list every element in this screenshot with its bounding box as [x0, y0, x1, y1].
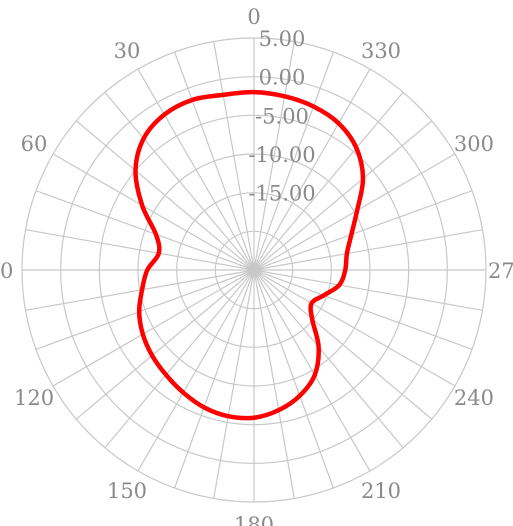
- grid-spoke: [253, 229, 483, 271]
- polar-grid: [21, 37, 487, 503]
- grid-spoke: [35, 190, 255, 271]
- grid-spoke: [25, 229, 255, 271]
- angle-tick-label: 270: [488, 259, 513, 283]
- grid-spoke: [75, 120, 255, 271]
- grid-spoke: [253, 91, 404, 271]
- angle-tick-label: 30: [114, 39, 141, 63]
- grid-spoke: [253, 269, 371, 472]
- angle-tick-label: 210: [361, 479, 401, 503]
- angle-tick-label: 90: [0, 259, 13, 283]
- grid-spoke: [253, 41, 295, 271]
- grid-spoke: [137, 269, 255, 472]
- grid-spoke: [52, 269, 255, 387]
- grid-spoke: [52, 153, 255, 271]
- grid-spoke: [253, 269, 433, 420]
- grid-spoke: [253, 51, 334, 271]
- grid-spoke: [253, 269, 483, 311]
- grid-spoke: [104, 269, 255, 449]
- radial-tick-labels: 5.00 0.00 -5.00 -10.00 -15.00: [248, 27, 315, 206]
- grid-spoke: [253, 120, 433, 271]
- grid-spoke: [213, 269, 255, 499]
- angle-tick-label: 180: [234, 513, 274, 526]
- grid-spoke: [253, 190, 473, 271]
- angle-tick-label: 60: [21, 132, 48, 156]
- grid-spoke: [253, 269, 334, 489]
- radial-tick-label: 5.00: [259, 27, 306, 51]
- series-group: [133, 89, 366, 421]
- angle-tick-label: 300: [454, 132, 494, 156]
- radial-tick-label: -15.00: [248, 182, 315, 206]
- angle-tick-label: 0: [247, 5, 260, 29]
- grid-spoke: [253, 68, 371, 271]
- grid-spoke: [253, 153, 456, 271]
- grid-spoke: [253, 269, 404, 449]
- grid-spoke: [104, 91, 255, 271]
- grid-spoke: [253, 269, 295, 499]
- angle-tick-label: 150: [107, 479, 147, 503]
- grid-spoke: [35, 269, 255, 350]
- grid-spoke: [137, 68, 255, 271]
- angle-tick-label: 330: [361, 39, 401, 63]
- angle-tick-label: 120: [14, 386, 54, 410]
- grid-spoke: [253, 269, 473, 350]
- grid-spoke: [174, 51, 255, 271]
- angle-tick-label: 240: [454, 386, 494, 410]
- grid-spoke: [253, 269, 456, 387]
- grid-spoke: [174, 269, 255, 489]
- grid-spoke: [75, 269, 255, 420]
- angle-tick-labels: 0 30 60 90 120 150 180 210 240 270 300 330: [0, 5, 513, 526]
- radial-tick-label: 0.00: [259, 66, 306, 90]
- radial-tick-label: -10.00: [248, 143, 315, 167]
- grid-spoke: [213, 41, 255, 271]
- radial-tick-label: -5.00: [255, 104, 309, 128]
